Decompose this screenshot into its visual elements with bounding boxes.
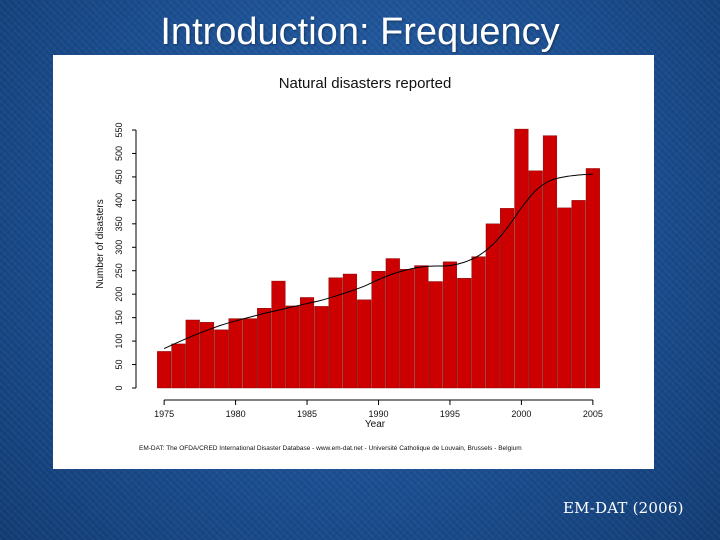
x-axis: 1975 1980 1985 1990 1995 2000 2005 <box>154 399 603 419</box>
bar-2004 <box>571 200 586 389</box>
x-tick-label: 1985 <box>297 409 317 419</box>
x-tick-label: 1990 <box>368 409 388 419</box>
y-tick-label: 0 <box>114 385 124 390</box>
y-tick-label: 50 <box>114 360 124 370</box>
x-tick-label: 1975 <box>154 409 174 419</box>
trend-line <box>163 173 593 350</box>
y-tick-label: 300 <box>114 240 124 255</box>
bar-1983 <box>271 280 286 389</box>
bar-1987 <box>328 277 343 389</box>
bar-1993 <box>414 265 429 389</box>
y-tick-label: 250 <box>114 263 124 278</box>
bar-1980 <box>228 318 243 389</box>
bar-1978 <box>199 322 215 389</box>
bar-1997 <box>471 256 486 389</box>
y-axis-label: Number of disasters <box>95 199 106 288</box>
slide-title: Introduction: Frequency <box>160 11 560 53</box>
x-tick-label: 2000 <box>511 409 531 419</box>
bar-1995 <box>442 261 457 389</box>
chart-figure: Natural disasters reported 0 50 100 150 200 2… <box>53 55 654 469</box>
bar-2001 <box>528 170 543 389</box>
x-tick-label: 1995 <box>440 409 460 419</box>
y-tick-label: 200 <box>114 287 124 302</box>
bar-1988 <box>342 273 357 389</box>
bar-2005 <box>585 168 600 389</box>
bar-1990 <box>371 270 386 389</box>
x-axis-label: Year <box>365 419 386 430</box>
bar-chart: Natural disasters reported 0 50 100 150 200 2… <box>95 75 603 452</box>
source-caption: EM-DAT (2006) <box>563 499 684 517</box>
chart-title: Natural disasters reported <box>279 75 452 92</box>
y-tick-label: 350 <box>114 216 124 231</box>
x-tick-label: 1980 <box>226 409 246 419</box>
bar-1985 <box>300 297 315 389</box>
bar-1977 <box>185 319 200 389</box>
x-tick-label: 2005 <box>583 409 603 419</box>
y-tick-label: 500 <box>114 146 124 161</box>
source-note: EM-DAT: The OFDA/CRED International Disa… <box>139 445 522 452</box>
bar-1986 <box>314 306 329 389</box>
bar-1994 <box>428 281 443 389</box>
bar-1981 <box>242 318 257 389</box>
y-axis: 0 50 100 150 200 250 300 350 400 450 500 550 <box>114 122 137 391</box>
bar-1975 <box>157 351 172 389</box>
bar-1984 <box>285 305 300 389</box>
bar-1991 <box>385 258 400 389</box>
bar-2003 <box>557 207 572 389</box>
bar-2002 <box>542 135 558 389</box>
bar-1976 <box>171 343 186 389</box>
bar-1979 <box>214 329 229 389</box>
bar-series <box>157 128 600 389</box>
bar-2000 <box>514 128 529 389</box>
bar-1982 <box>257 308 272 389</box>
y-tick-label: 400 <box>114 193 124 208</box>
bar-1999 <box>500 208 515 389</box>
y-tick-label: 100 <box>114 334 124 349</box>
y-tick-label: 450 <box>114 169 124 184</box>
y-tick-label: 550 <box>114 122 124 137</box>
y-tick-label: 150 <box>114 310 124 325</box>
bar-1989 <box>357 299 372 389</box>
bar-1996 <box>457 278 472 389</box>
bar-1992 <box>400 269 415 389</box>
bar-1998 <box>485 223 500 389</box>
